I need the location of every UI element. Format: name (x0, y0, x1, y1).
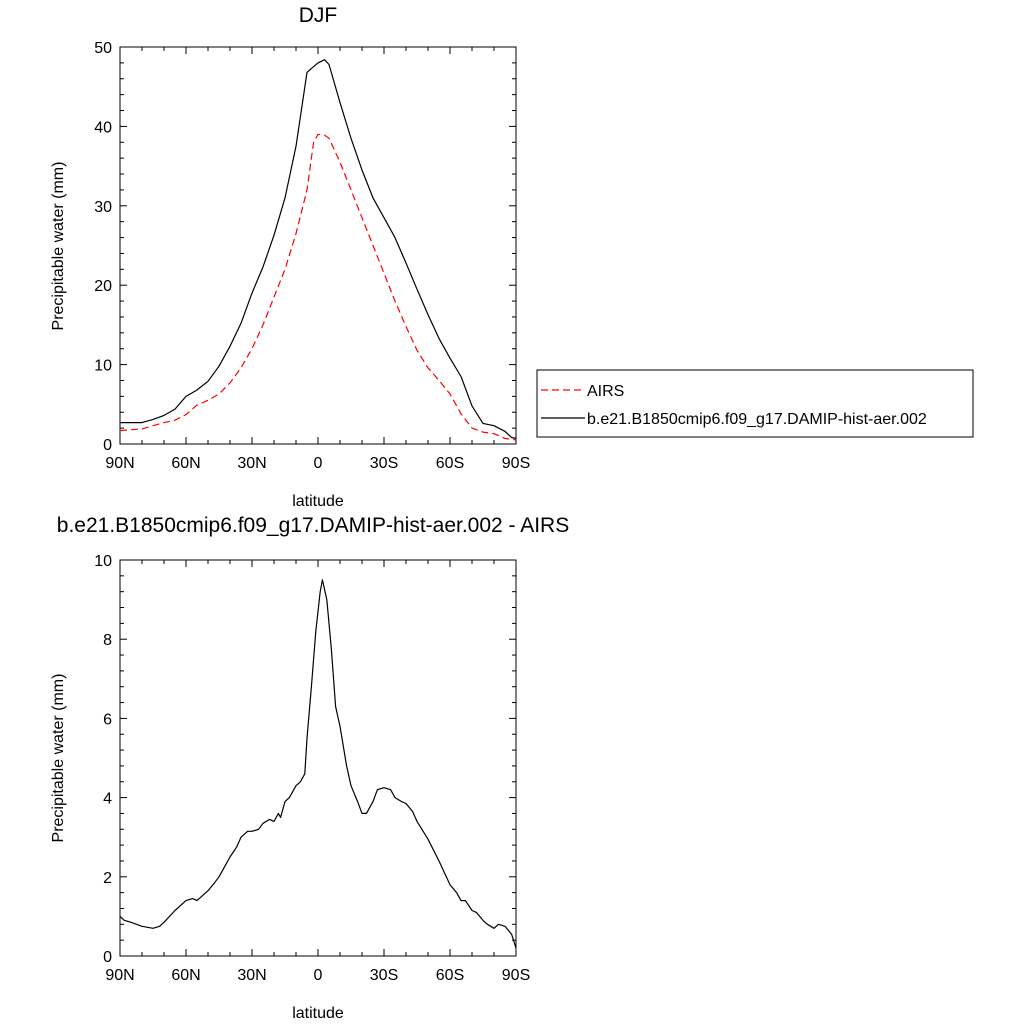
y-tick-label: 30 (94, 199, 112, 216)
x-tick-label: 30S (370, 455, 398, 472)
chart-2-title: b.e21.B1850cmip6.f09_g17.DAMIP-hist-aer.… (57, 514, 569, 537)
x-tick-label: 0 (314, 967, 323, 984)
y-tick-label: 10 (94, 358, 112, 375)
x-tick-label: 90N (105, 455, 134, 472)
legend-label-airs: AIRS (587, 383, 624, 400)
chart-2-plot-area: 90N 60N 30N 0 30S 60S 90S 0 2 4 6 8 10 (94, 553, 530, 984)
y-tick-label: 0 (103, 949, 112, 966)
y-tick-label: 2 (103, 870, 112, 887)
x-tick-label: 90N (105, 967, 134, 984)
chart-1-title: DJF (299, 4, 338, 27)
series-line-airs (119, 133, 517, 441)
y-tick-label: 40 (94, 119, 112, 136)
x-tick-label: 60N (171, 455, 200, 472)
x-tick-label: 30N (237, 455, 266, 472)
x-tick-label: 30S (370, 967, 398, 984)
y-tick-label: 0 (103, 437, 112, 454)
x-tick-label: 60N (171, 967, 200, 984)
series-line-b-e21-b1850cmip6-f09-g17-damip-hist-aer-002 (120, 59, 517, 439)
chart-1-xlabel: latitude (292, 493, 344, 510)
x-tick-label: 30N (237, 967, 266, 984)
x-tick-label: 90S (502, 967, 530, 984)
chart-2-xlabel: latitude (292, 1005, 344, 1022)
chart-1-legend: AIRS b.e21.B1850cmip6.f09_g17.DAMIP-hist… (536, 369, 974, 438)
x-tick-label: 60S (436, 455, 464, 472)
y-tick-label: 20 (94, 278, 112, 295)
legend-box (536, 369, 974, 438)
y-tick-label: 6 (103, 711, 112, 728)
plot-frame (119, 559, 517, 957)
chart-2-ylabel: Precipitable water (mm) (50, 674, 67, 843)
y-tick-label: 4 (103, 791, 112, 808)
chart-1-plot-area: 90N 60N 30N 0 30S 60S 90S 0 10 20 30 40 50 (94, 40, 530, 472)
legend-label-model: b.e21.B1850cmip6.f09_g17.DAMIP-hist-aer.… (587, 411, 927, 428)
plot-frame (119, 46, 517, 445)
chart-1-ylabel: Precipitable water (mm) (50, 162, 67, 331)
x-tick-label: 0 (314, 455, 323, 472)
series-line-difference (119, 579, 517, 949)
y-tick-label: 8 (103, 632, 112, 649)
x-tick-label: 60S (436, 967, 464, 984)
y-tick-label: 10 (94, 553, 112, 570)
y-tick-label: 50 (94, 40, 112, 57)
x-tick-label: 90S (502, 455, 530, 472)
